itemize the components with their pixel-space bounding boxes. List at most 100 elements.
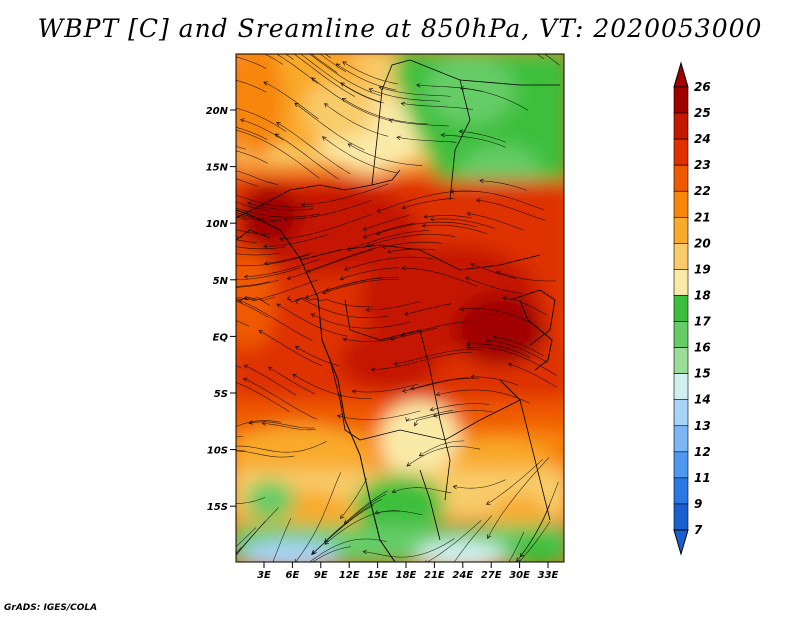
streamline	[324, 493, 387, 543]
streamline-arrow	[466, 344, 471, 350]
lon-label: 18E	[396, 570, 417, 581]
streamline-arrow	[226, 263, 230, 267]
streamline-arrow	[215, 75, 219, 79]
colorbar-label: 11	[694, 471, 711, 485]
streamline	[272, 517, 292, 562]
streamline	[239, 299, 313, 342]
colorbar-label: 13	[694, 419, 711, 433]
colorbar-swatch	[673, 477, 689, 505]
streamline	[243, 378, 317, 420]
streamline-arrow	[263, 81, 268, 86]
streamline-arrow	[487, 534, 491, 539]
streamline-arrow	[206, 201, 210, 205]
lon-label: 27E	[481, 570, 502, 581]
streamline	[236, 170, 279, 186]
streamline	[502, 297, 548, 316]
lat-label: 5S	[214, 389, 228, 400]
lat-label: 15N	[206, 163, 229, 174]
streamline	[276, 303, 348, 337]
streamline	[396, 136, 457, 143]
streamline	[352, 383, 418, 393]
streamline	[294, 103, 365, 151]
streamline-arrow	[376, 208, 381, 213]
streamline	[466, 213, 525, 231]
colorbar-swatch	[673, 138, 689, 166]
streamline-arrow	[324, 103, 329, 108]
streamline-arrow	[243, 295, 249, 300]
colorbar-swatch	[673, 112, 689, 140]
streamline-arrow	[416, 83, 421, 88]
streamline-arrow	[294, 102, 299, 108]
streamline-arrow	[239, 118, 245, 123]
streamline-arrow	[185, 198, 189, 202]
streamline	[344, 256, 433, 271]
streamline-arrow	[295, 50, 299, 54]
streamline-arrow	[214, 375, 218, 379]
streamline-arrow	[391, 489, 397, 493]
streamline-arrow	[351, 389, 357, 394]
streamline	[382, 241, 442, 248]
streamline	[436, 389, 531, 404]
lon-label: 33E	[538, 570, 559, 581]
coastline	[236, 209, 553, 562]
streamline-arrow	[258, 330, 263, 335]
streamline-arrow	[311, 550, 316, 556]
streamline-arrow	[220, 202, 224, 206]
streamline	[287, 297, 374, 308]
streamline-arrow	[195, 355, 199, 359]
colorbar-label: 15	[694, 367, 711, 381]
streamline-arrow	[304, 294, 310, 299]
streamline	[424, 215, 473, 219]
streamline	[236, 420, 281, 427]
streamline-arrow	[429, 407, 435, 412]
streamline-arrow	[226, 191, 230, 195]
streamline-arrow	[423, 214, 429, 219]
streamline	[236, 239, 257, 243]
streamline-arrow	[243, 274, 249, 279]
streamline-arrow	[267, 366, 273, 371]
streamline	[236, 80, 267, 93]
streamline	[496, 271, 556, 282]
streamline	[264, 252, 312, 264]
streamline	[340, 82, 385, 104]
streamline	[311, 313, 411, 329]
streamline-arrow	[307, 44, 311, 48]
colorbar-swatch	[673, 243, 689, 270]
streamline-arrow	[324, 538, 329, 543]
streamline	[430, 403, 490, 411]
streamline	[340, 267, 399, 280]
streamline	[401, 103, 474, 110]
colorbar-swatch	[673, 295, 689, 322]
streamline	[236, 382, 290, 412]
streamline	[392, 487, 452, 494]
colorbar-swatch	[673, 399, 689, 427]
streamline-arrow	[193, 612, 196, 616]
map-frame	[235, 53, 565, 563]
streamline-arrow	[401, 388, 407, 393]
streamline	[347, 143, 423, 166]
streamline-arrow	[393, 361, 399, 366]
streamline-arrow	[340, 82, 345, 87]
streamline-arrow	[276, 303, 281, 308]
streamline-arrow	[404, 311, 409, 316]
streamline-arrow	[204, 283, 208, 287]
streamline	[236, 107, 287, 132]
longitude-axis: 3E 6E 9E 12E 15E 18E 21E 24E 27E 30E 33E	[257, 562, 559, 581]
streamline	[430, 218, 496, 229]
temperature-field	[168, 44, 564, 616]
streamline-arrow	[492, 334, 498, 340]
map-title: WBPT [C] and Sreamline at 850hPa, VT: 20…	[37, 14, 763, 43]
streamline-arrow	[386, 249, 392, 254]
streamline-arrow	[340, 514, 345, 519]
streamline-arrow	[168, 214, 172, 218]
streamline-arrow	[279, 236, 284, 242]
streamline-arrow	[362, 549, 367, 554]
streamline	[371, 351, 472, 370]
colorbar-label: 22	[694, 184, 711, 198]
streamline-arrow	[189, 495, 193, 499]
streamline-arrow	[458, 129, 464, 134]
streamline	[410, 377, 470, 390]
streamline-arrow	[342, 61, 347, 66]
streamline	[486, 459, 543, 505]
streamline-arrow	[271, 593, 275, 597]
